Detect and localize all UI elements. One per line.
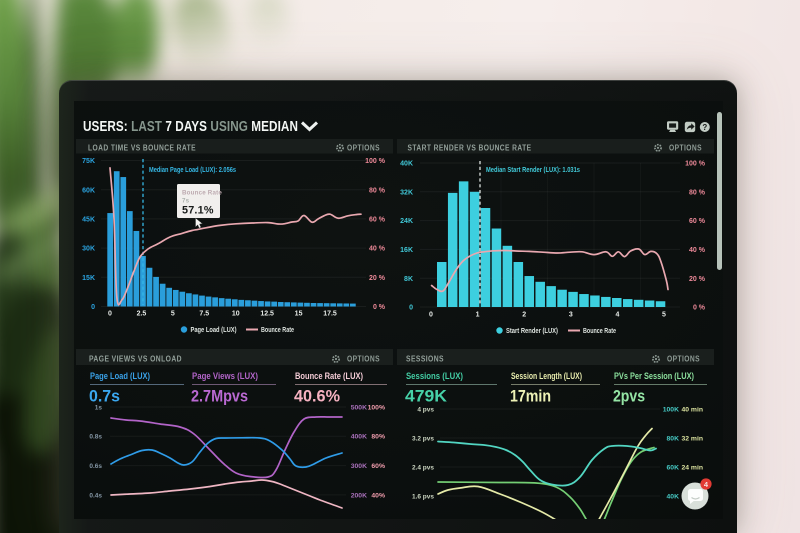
svg-text:Page Views (LUX): Page Views (LUX)	[192, 371, 258, 381]
svg-text:40K: 40K	[667, 493, 680, 500]
svg-text:40.6%: 40.6%	[294, 388, 340, 406]
svg-text:32K: 32K	[400, 189, 413, 196]
svg-text:2.4 pvs: 2.4 pvs	[412, 464, 434, 471]
svg-text:Start Render (LUX): Start Render (LUX)	[506, 328, 558, 335]
svg-text:12.5: 12.5	[260, 311, 274, 318]
svg-text:80 %: 80 %	[369, 187, 386, 194]
svg-text:40 min: 40 min	[681, 406, 703, 413]
svg-text:5: 5	[662, 312, 666, 319]
svg-text:2: 2	[522, 312, 526, 319]
svg-text:2.5: 2.5	[137, 311, 147, 318]
svg-text:OPTIONS: OPTIONS	[667, 355, 700, 364]
svg-text:START RENDER VS BOUNCE RATE: START RENDER VS BOUNCE RATE	[408, 143, 532, 152]
svg-text:40%: 40%	[371, 492, 385, 499]
svg-text:60 %: 60 %	[689, 218, 706, 225]
svg-text:40K: 40K	[400, 161, 413, 168]
svg-text:4: 4	[704, 480, 709, 489]
svg-text:15: 15	[295, 311, 303, 318]
svg-text:60K: 60K	[82, 187, 95, 194]
svg-text:0 %: 0 %	[373, 304, 386, 311]
svg-text:0.4s: 0.4s	[89, 492, 102, 499]
svg-text:479K: 479K	[405, 388, 447, 406]
svg-text:80%: 80%	[371, 434, 385, 441]
svg-text:20 %: 20 %	[369, 275, 386, 282]
svg-text:100 %: 100 %	[685, 161, 706, 168]
svg-text:100K: 100K	[663, 406, 679, 413]
svg-text:80K: 80K	[667, 435, 680, 442]
svg-text:0 %: 0 %	[693, 305, 706, 312]
svg-text:Bounce Rate: Bounce Rate	[182, 190, 222, 197]
svg-text:3.2 pvs: 3.2 pvs	[412, 435, 434, 442]
svg-text:0.7s: 0.7s	[89, 388, 120, 406]
svg-text:Sessions (LUX): Sessions (LUX)	[406, 371, 463, 381]
svg-text:45K: 45K	[82, 217, 95, 224]
svg-text:OPTIONS: OPTIONS	[669, 143, 702, 152]
svg-text:17min: 17min	[510, 388, 551, 406]
svg-text:30K: 30K	[82, 246, 95, 253]
svg-text:Session Length (LUX): Session Length (LUX)	[511, 371, 582, 381]
svg-text:3: 3	[569, 312, 573, 319]
svg-text:0: 0	[409, 305, 413, 312]
svg-text:Page Load (LUX): Page Load (LUX)	[90, 371, 150, 381]
svg-text:100 %: 100 %	[365, 158, 386, 165]
svg-text:7.5: 7.5	[199, 311, 209, 318]
svg-text:100%: 100%	[368, 404, 385, 411]
svg-text:Bounce Rate (LUX): Bounce Rate (LUX)	[295, 371, 363, 381]
svg-text:LOAD TIME VS BOUNCE RATE: LOAD TIME VS BOUNCE RATE	[88, 143, 196, 152]
svg-text:7s: 7s	[182, 198, 190, 205]
svg-text:57.1%: 57.1%	[182, 205, 214, 217]
svg-text:1: 1	[476, 312, 480, 319]
svg-text:24K: 24K	[400, 218, 413, 225]
svg-text:60%: 60%	[371, 463, 385, 470]
svg-text:0.8s: 0.8s	[89, 434, 102, 441]
svg-text:OPTIONS: OPTIONS	[347, 143, 380, 152]
svg-text:Page Load (LUX): Page Load (LUX)	[191, 327, 237, 334]
svg-text:200K: 200K	[351, 492, 367, 499]
svg-text:PVs Per Session (LUX): PVs Per Session (LUX)	[614, 371, 694, 381]
svg-text:1s: 1s	[95, 404, 103, 411]
svg-text:17.5: 17.5	[323, 311, 337, 318]
svg-text:32 min: 32 min	[681, 435, 703, 442]
svg-text:PAGE VIEWS VS ONLOAD: PAGE VIEWS VS ONLOAD	[89, 355, 182, 364]
svg-text:0: 0	[91, 304, 95, 311]
svg-text:80 %: 80 %	[689, 189, 706, 196]
svg-text:40 %: 40 %	[689, 247, 706, 254]
svg-text:4 pvs: 4 pvs	[417, 406, 434, 413]
svg-text:75K: 75K	[82, 158, 95, 165]
svg-text:2.7Mpvs: 2.7Mpvs	[191, 388, 248, 406]
svg-text:60 %: 60 %	[369, 217, 386, 224]
svg-text:4: 4	[615, 312, 619, 319]
svg-text:?: ?	[702, 123, 707, 132]
svg-text:20 %: 20 %	[689, 276, 706, 283]
svg-text:0.6s: 0.6s	[89, 463, 102, 470]
svg-text:0: 0	[429, 312, 433, 319]
svg-text:Bounce Rate: Bounce Rate	[261, 327, 294, 334]
svg-text:60K: 60K	[667, 464, 680, 471]
svg-text:Median Start Render (LUX): 1.0: Median Start Render (LUX): 1.031s	[486, 165, 580, 174]
svg-text:0: 0	[108, 311, 112, 318]
svg-text:300K: 300K	[351, 463, 367, 470]
svg-text:Bounce Rate: Bounce Rate	[583, 328, 616, 335]
svg-text:15K: 15K	[82, 275, 95, 282]
svg-text:USERS: LAST 7 DAYS USING MEDIA: USERS: LAST 7 DAYS USING MEDIAN	[83, 119, 298, 135]
svg-text:Median Page Load (LUX): 2.056s: Median Page Load (LUX): 2.056s	[149, 165, 236, 174]
svg-text:24 min: 24 min	[681, 464, 703, 471]
svg-text:40 %: 40 %	[369, 246, 386, 253]
svg-text:5: 5	[171, 311, 175, 318]
svg-text:10: 10	[232, 311, 240, 318]
svg-text:16K: 16K	[400, 247, 413, 254]
svg-text:400K: 400K	[351, 434, 367, 441]
svg-text:OPTIONS: OPTIONS	[347, 355, 380, 364]
svg-text:8K: 8K	[404, 276, 413, 283]
svg-text:SESSIONS: SESSIONS	[406, 355, 444, 364]
svg-text:500K: 500K	[351, 404, 367, 411]
svg-text:1.6 pvs: 1.6 pvs	[412, 493, 434, 500]
svg-text:2pvs: 2pvs	[613, 388, 645, 406]
